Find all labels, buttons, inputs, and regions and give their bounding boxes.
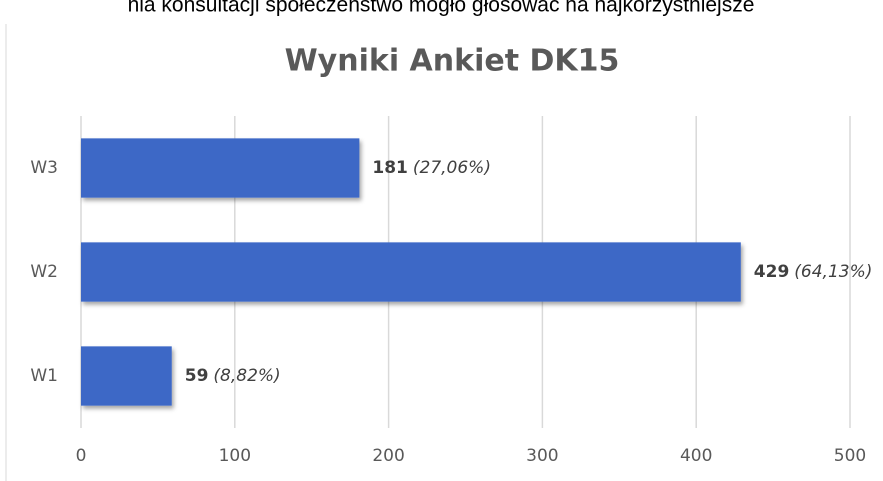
data-label: 429 (64,13%) [754, 262, 873, 282]
share-label: (64,13%) [794, 262, 872, 282]
data-label: 59 (8,82%) [185, 366, 281, 386]
x-tick-label: 0 [76, 446, 87, 466]
share-label: (27,06%) [413, 158, 491, 178]
x-tick-label: 400 [680, 446, 712, 466]
y-tick-label: W1 [30, 366, 58, 386]
bar [81, 346, 172, 406]
value-label: 181 [372, 158, 408, 178]
x-tick-label: 200 [372, 446, 404, 466]
chart-title: Wyniki Ankiet DK15 [285, 44, 620, 79]
x-tick-label: 500 [834, 446, 866, 466]
value-label: 59 [185, 366, 209, 386]
y-tick-label: W2 [30, 262, 58, 282]
caption: nia konsultacji społeczeństwo mogło głos… [128, 0, 755, 17]
y-tick-label: W3 [30, 158, 58, 178]
x-tick-label: 300 [526, 446, 558, 466]
value-label: 429 [754, 262, 790, 282]
share-label: (8,82%) [213, 366, 280, 386]
bar [81, 242, 741, 302]
data-label: 181 (27,06%) [372, 158, 491, 178]
x-tick-label: 100 [219, 446, 251, 466]
bar [81, 138, 360, 198]
